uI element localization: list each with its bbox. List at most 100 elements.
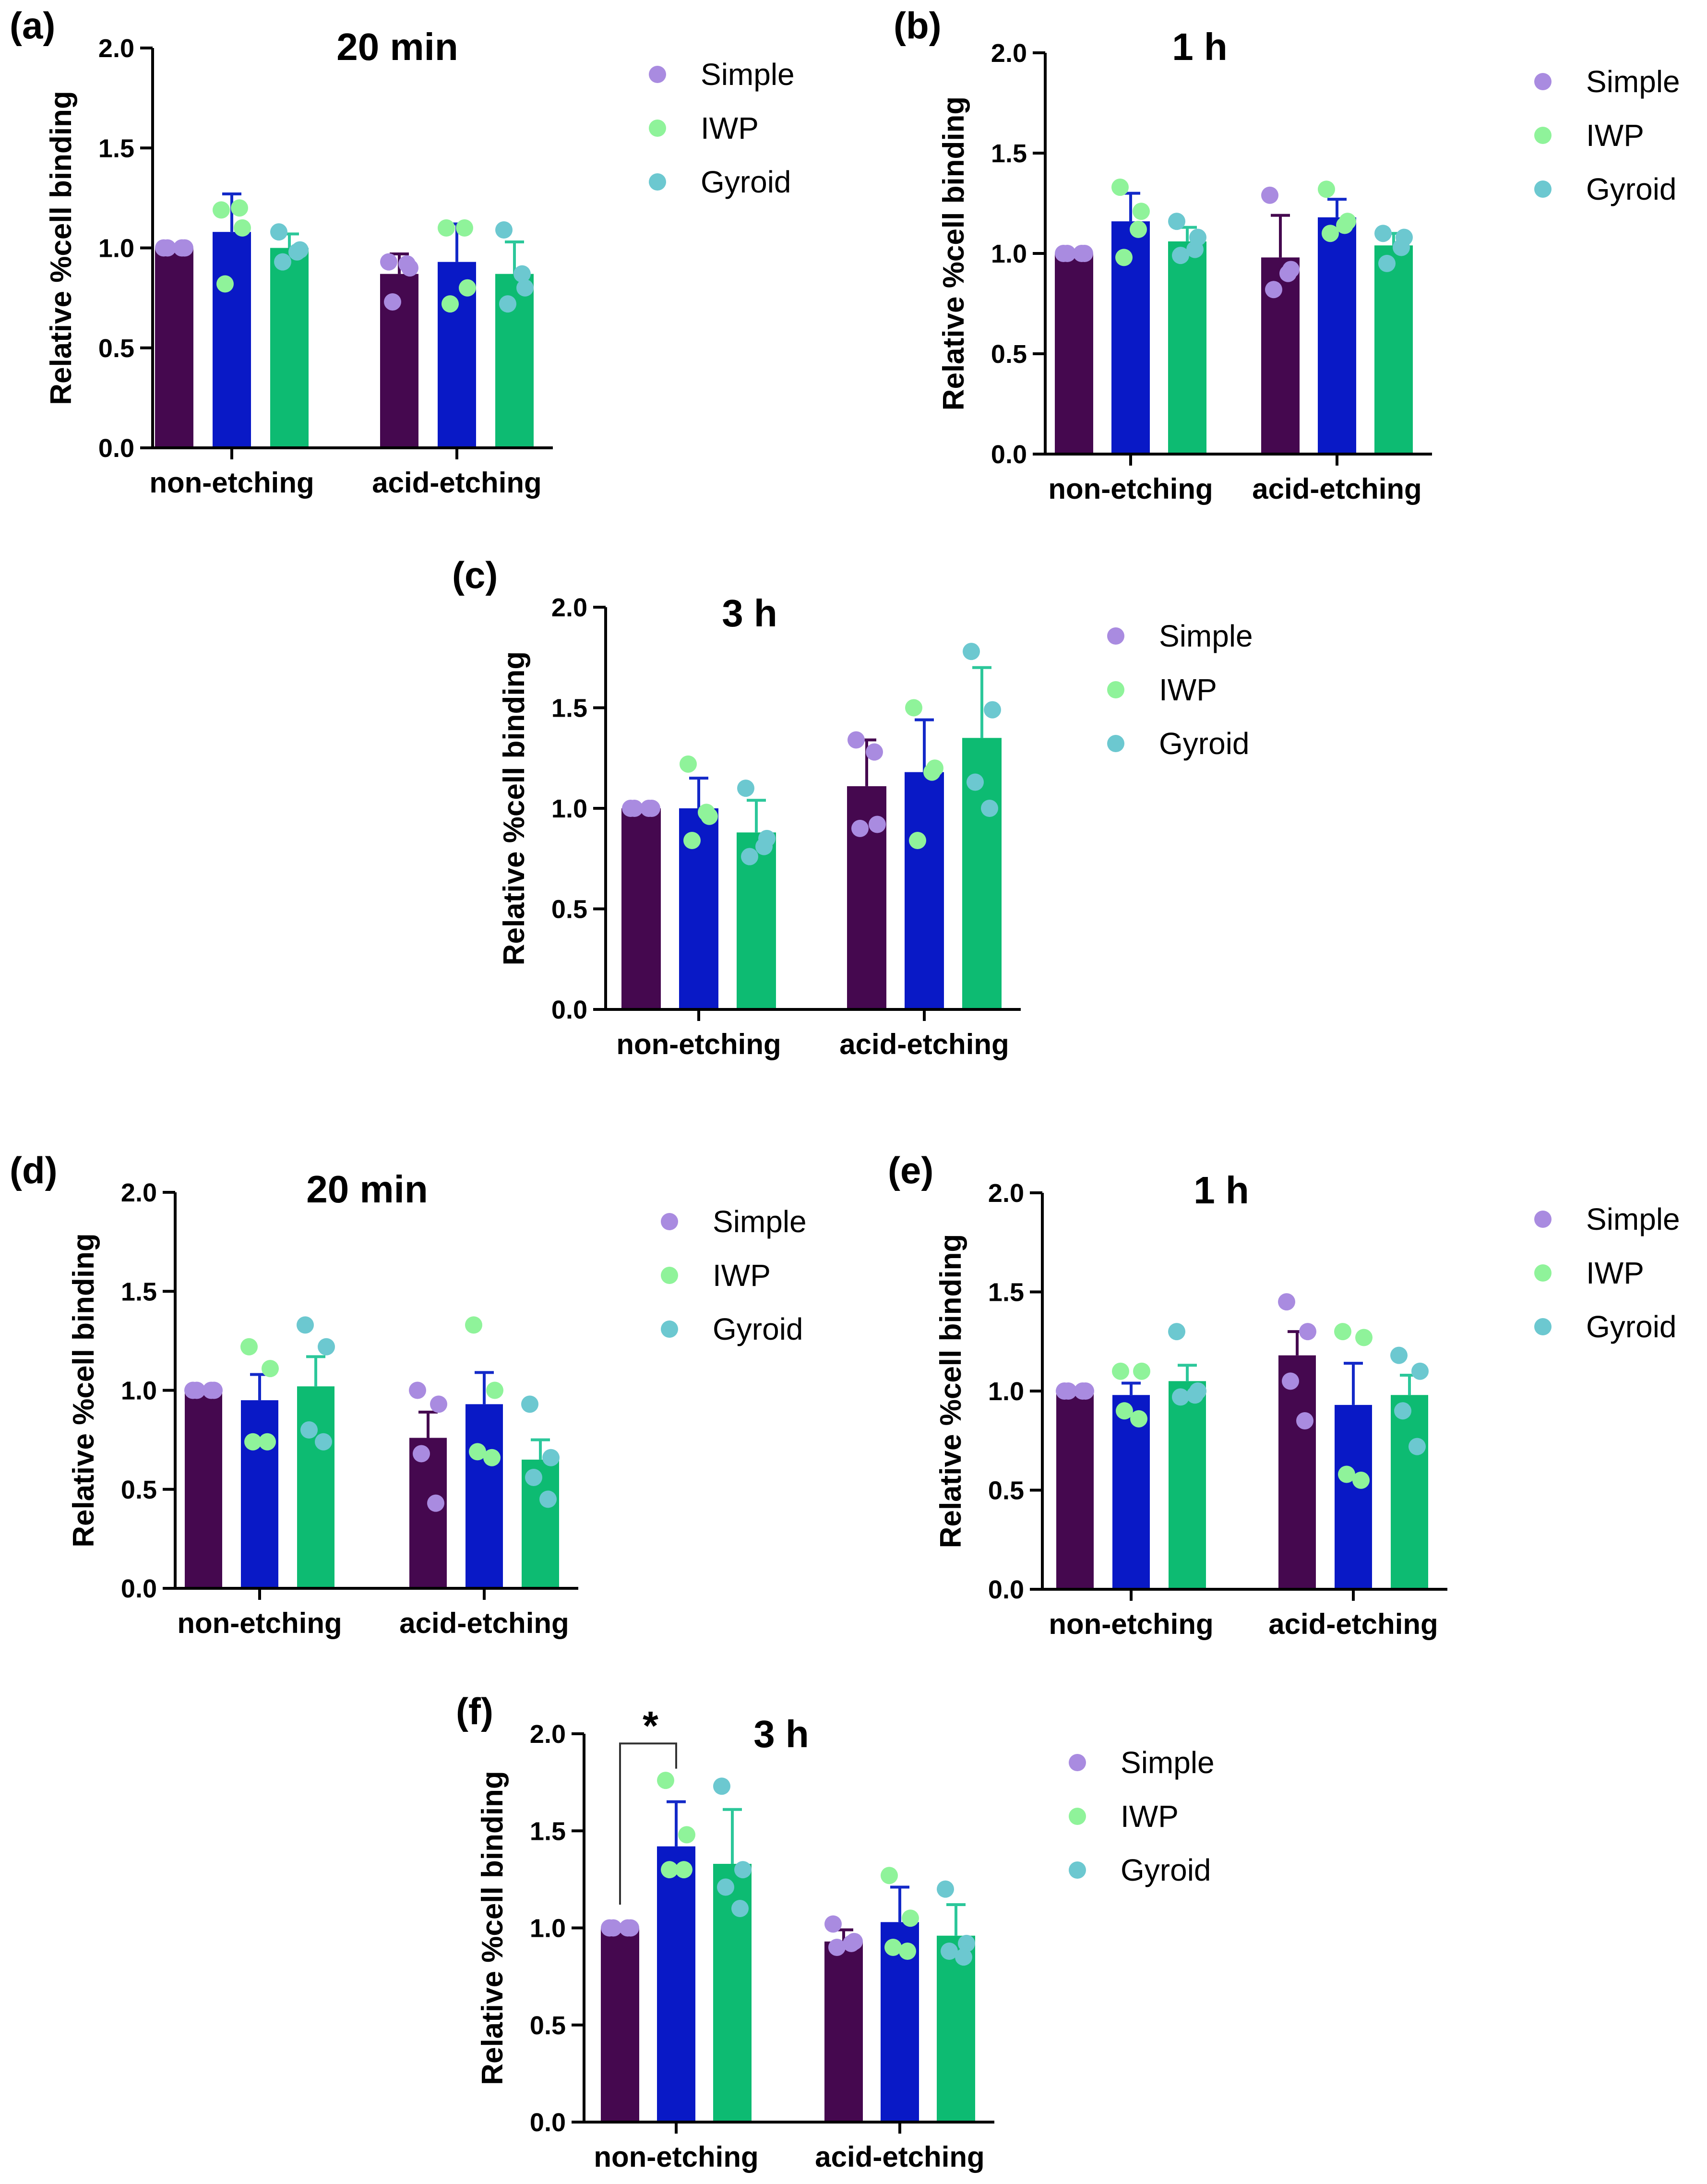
data-point-gyroid <box>955 1948 972 1966</box>
x-category-label: non-etching <box>594 2141 758 2173</box>
legend-label-simple: Simple <box>1121 1745 1215 1780</box>
x-category-label: acid-etching <box>1268 1608 1438 1640</box>
legend-marker-icon <box>1069 1861 1086 1879</box>
legend-label-iwp: IWP <box>713 1258 771 1293</box>
data-point-gyroid <box>1172 247 1189 264</box>
y-tick-label: 1.5 <box>991 139 1027 168</box>
data-point-simple <box>1261 186 1278 204</box>
data-point-iwp <box>213 201 230 219</box>
bar-iwp <box>1112 1395 1150 1589</box>
y-axis-label: Relative %cell binding <box>67 1233 100 1548</box>
data-point-iwp <box>1338 1465 1355 1483</box>
data-point-gyroid <box>755 838 773 855</box>
data-point-iwp <box>909 832 926 850</box>
legend-marker-icon <box>649 173 666 191</box>
legend-marker-icon <box>1107 627 1124 645</box>
x-category-label: non-etching <box>149 467 314 499</box>
chart-panel: (f) 3 h Relative %cell binding 0.0 0.5 1.0 1.5… <box>456 1690 1215 2173</box>
legend-marker-icon <box>1069 1754 1086 1771</box>
x-category-label: acid-etching <box>815 2141 984 2173</box>
data-point-simple <box>203 1381 220 1399</box>
data-point-gyroid <box>1378 254 1396 272</box>
data-point-gyroid <box>731 1900 749 1918</box>
data-point-simple <box>828 1938 846 1956</box>
panel-letter: (d) <box>10 1149 58 1191</box>
data-point-simple <box>173 239 191 257</box>
legend-label-gyroid: Gyroid <box>713 1312 803 1346</box>
data-point-simple <box>1296 1412 1313 1429</box>
data-point-iwp <box>657 1772 674 1789</box>
y-tick-label: 0.0 <box>121 1574 157 1603</box>
data-point-simple <box>409 1381 426 1399</box>
x-category-label: non-etching <box>1049 1608 1213 1640</box>
y-axis-label: Relative %cell binding <box>498 651 531 966</box>
data-point-simple <box>869 816 886 833</box>
legend-marker-icon <box>1534 1318 1552 1335</box>
legend-label-iwp: IWP <box>1159 672 1217 707</box>
data-point-iwp <box>234 219 251 237</box>
bar-gyroid <box>937 1935 975 2122</box>
data-point-iwp <box>1322 225 1339 242</box>
data-point-gyroid <box>1186 240 1204 258</box>
data-point-simple <box>851 819 869 837</box>
data-point-simple <box>159 239 176 257</box>
y-tick-label: 0.0 <box>98 434 134 463</box>
y-tick-label: 2.0 <box>98 34 134 63</box>
legend-marker-icon <box>1107 681 1124 698</box>
data-point-gyroid <box>521 1395 538 1413</box>
data-point-iwp <box>442 295 459 313</box>
panel-letter: (c) <box>452 554 498 596</box>
y-tick-label: 1.0 <box>121 1377 157 1405</box>
y-axis-label: Relative %cell binding <box>476 1771 509 2085</box>
data-point-simple <box>1265 281 1282 299</box>
legend-label-iwp: IWP <box>1121 1799 1179 1834</box>
data-point-iwp <box>902 1909 919 1927</box>
data-point-gyroid <box>288 243 306 261</box>
data-point-iwp <box>683 832 701 850</box>
data-point-iwp <box>899 1943 916 1960</box>
legend-label-simple: Simple <box>701 57 795 92</box>
data-point-iwp <box>1352 1471 1370 1489</box>
data-point-simple <box>1059 245 1076 262</box>
data-point-iwp <box>1112 1362 1129 1380</box>
legend-label-simple: Simple <box>1586 1202 1680 1236</box>
bar-gyroid <box>1374 245 1413 454</box>
panel-title: 20 min <box>336 25 458 68</box>
panel-letter: (e) <box>888 1149 933 1191</box>
data-point-iwp <box>1133 1362 1150 1380</box>
data-point-iwp <box>884 1938 902 1956</box>
bar-simple <box>824 1941 863 2122</box>
panel-letter: (a) <box>10 4 55 47</box>
data-point-iwp <box>216 275 234 293</box>
data-point-gyroid <box>318 1338 335 1356</box>
data-point-gyroid <box>315 1433 332 1451</box>
data-point-iwp <box>680 755 697 773</box>
bar-gyroid <box>270 248 309 448</box>
data-point-iwp <box>438 219 455 237</box>
legend-marker-icon <box>1534 127 1552 144</box>
legend-label-iwp: IWP <box>1586 118 1644 153</box>
significance-star: * <box>643 1703 658 1748</box>
y-tick-label: 1.5 <box>988 1278 1024 1307</box>
data-point-simple <box>413 1445 430 1463</box>
legend-marker-icon <box>1107 735 1124 752</box>
data-point-gyroid <box>1374 225 1392 242</box>
y-tick-label: 1.5 <box>530 1817 566 1846</box>
data-point-gyroid <box>542 1449 560 1466</box>
y-tick-label: 0.5 <box>988 1476 1024 1505</box>
data-point-simple <box>1073 245 1090 262</box>
data-point-iwp <box>1355 1329 1373 1346</box>
x-category-label: non-etching <box>177 1607 342 1639</box>
panel-title: 1 h <box>1172 25 1228 68</box>
data-point-simple <box>1278 1293 1295 1311</box>
data-point-simple <box>1060 1382 1077 1400</box>
bar-iwp <box>905 772 944 1009</box>
y-tick-label: 0.5 <box>530 2011 566 2040</box>
y-tick-label: 1.5 <box>121 1277 157 1306</box>
data-point-iwp <box>465 1316 482 1334</box>
y-axis-label: Relative %cell binding <box>937 96 970 411</box>
data-point-simple <box>430 1395 447 1413</box>
data-point-gyroid <box>741 848 758 865</box>
data-point-gyroid <box>274 253 291 271</box>
bar-simple <box>601 1928 639 2122</box>
